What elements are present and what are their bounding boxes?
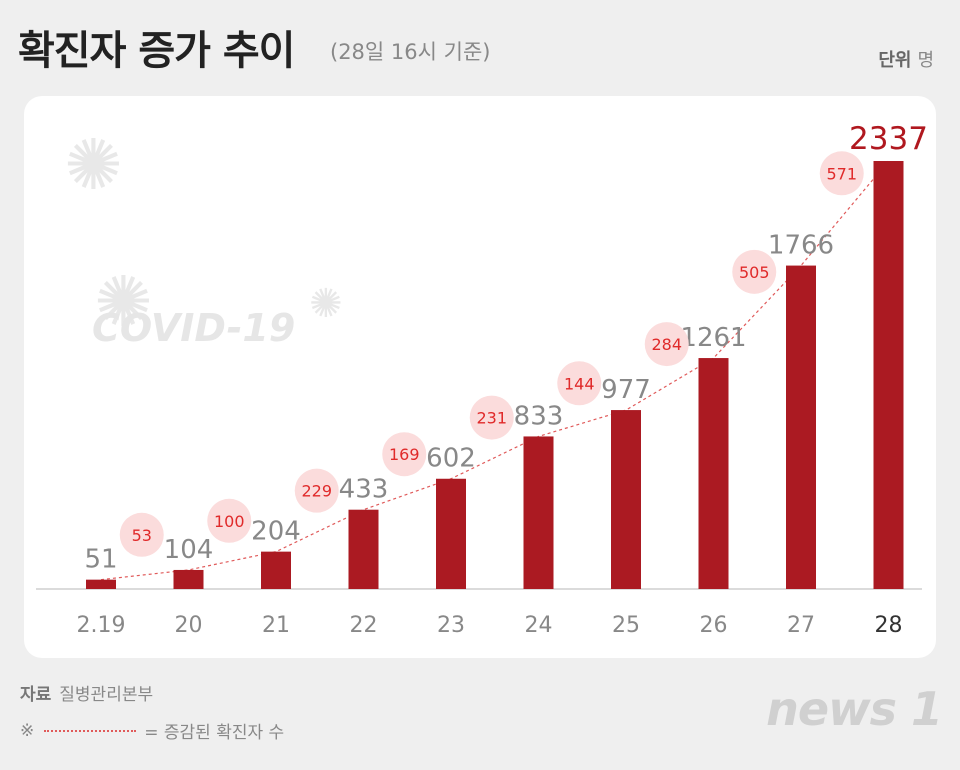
x-tick-label: 24 [525, 613, 553, 638]
legend-text: = 증감된 확진자 수 [144, 723, 285, 743]
x-tick-label: 21 [262, 613, 290, 638]
bar-value-label: 433 [339, 475, 389, 505]
legend-mark: ※ [20, 720, 35, 741]
news1-logo: news 1 [766, 682, 943, 736]
bar-value-label: 977 [601, 375, 651, 405]
bar [611, 410, 641, 589]
virus-icon: ✺ [94, 261, 153, 343]
x-tick-label: 25 [612, 613, 640, 638]
increase-label: 284 [651, 335, 682, 354]
unit-label: 단위 명 [878, 46, 934, 72]
bar [173, 569, 204, 589]
bar [261, 551, 291, 589]
bar-value-label: 2337 [849, 121, 928, 157]
increase-bubble [732, 249, 777, 294]
bar-value-label: 1261 [680, 323, 746, 353]
increase-bubble [644, 322, 689, 367]
bar-value-label: 833 [514, 401, 564, 431]
bar-value-label: 51 [84, 545, 117, 575]
increase-label: 144 [564, 374, 595, 393]
increase-label: 53 [132, 526, 152, 545]
increase-bubble [382, 432, 427, 477]
bar [873, 161, 904, 589]
x-tick-label: 23 [437, 613, 465, 638]
increase-bubble [294, 468, 339, 513]
x-tick-label: 20 [175, 613, 203, 638]
covid-watermark: COVID-19 [92, 306, 296, 350]
increase-bubble [557, 361, 602, 406]
source-note: 자료 질병관리본부 [20, 680, 153, 705]
bar [786, 265, 816, 589]
bar-value-label: 204 [251, 517, 301, 547]
bar [348, 509, 379, 589]
chart-subtitle: (28일 16시 기준) [330, 40, 491, 64]
virus-icon: ✺ [64, 124, 123, 206]
increase-dashed-line [100, 160, 889, 581]
increase-label: 100 [214, 512, 245, 531]
virus-icon: ✺ [309, 281, 343, 327]
source-label: 자료 [20, 685, 52, 705]
legend: ※ = 증감된 확진자 수 [20, 718, 285, 744]
x-tick-label: 22 [350, 613, 378, 638]
x-tick-label: 27 [787, 613, 815, 638]
x-tick-label: 28 [875, 613, 903, 638]
increase-label: 571 [826, 164, 857, 183]
increase-bubble [119, 512, 164, 557]
bar [86, 579, 116, 589]
increase-label: 169 [389, 445, 420, 464]
legend-dashed-line [44, 729, 137, 732]
increase-label: 505 [739, 263, 770, 282]
bar-value-label: 104 [164, 535, 214, 565]
source-text: 질병관리본부 [59, 685, 154, 705]
bar [698, 358, 729, 589]
increase-label: 231 [476, 409, 507, 428]
unit-value: 명 [917, 50, 934, 71]
increase-bubble [469, 395, 514, 440]
increase-bubble [207, 498, 252, 543]
bar-value-label: 1766 [768, 231, 834, 261]
unit-label-key: 단위 [878, 50, 912, 71]
bar-value-label: 602 [426, 444, 476, 474]
bar [523, 436, 554, 589]
chart-card: ✺ ✺ ✺ COVID-19 [24, 96, 936, 658]
x-tick-label: 26 [700, 613, 728, 638]
increase-bubble [819, 151, 864, 196]
bar [436, 478, 466, 589]
x-tick-label: 2.19 [77, 613, 126, 638]
increase-label: 229 [301, 482, 332, 501]
chart-title: 확진자 증가 추이 [18, 28, 295, 74]
